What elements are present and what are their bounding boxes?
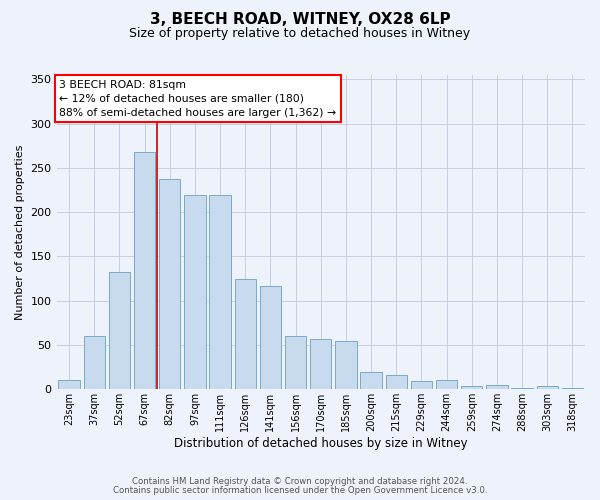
Bar [260, 286, 281, 390]
Bar [184, 194, 206, 390]
Bar [562, 388, 583, 390]
Text: 3, BEECH ROAD, WITNEY, OX28 6LP: 3, BEECH ROAD, WITNEY, OX28 6LP [149, 12, 451, 28]
Bar [209, 194, 231, 390]
Bar [134, 152, 155, 390]
Bar [461, 386, 482, 390]
Bar [58, 380, 80, 390]
Bar [436, 380, 457, 390]
Bar [159, 180, 181, 390]
Bar [335, 342, 356, 390]
Y-axis label: Number of detached properties: Number of detached properties [15, 144, 25, 320]
Bar [285, 336, 307, 390]
X-axis label: Distribution of detached houses by size in Witney: Distribution of detached houses by size … [174, 437, 467, 450]
Text: 3 BEECH ROAD: 81sqm
← 12% of detached houses are smaller (180)
88% of semi-detac: 3 BEECH ROAD: 81sqm ← 12% of detached ho… [59, 80, 337, 118]
Bar [361, 372, 382, 390]
Bar [411, 382, 432, 390]
Bar [235, 278, 256, 390]
Text: Contains HM Land Registry data © Crown copyright and database right 2024.: Contains HM Land Registry data © Crown c… [132, 477, 468, 486]
Bar [310, 339, 331, 390]
Text: Contains public sector information licensed under the Open Government Licence v3: Contains public sector information licen… [113, 486, 487, 495]
Text: Size of property relative to detached houses in Witney: Size of property relative to detached ho… [130, 28, 470, 40]
Bar [511, 388, 533, 390]
Bar [536, 386, 558, 390]
Bar [486, 385, 508, 390]
Bar [109, 272, 130, 390]
Bar [386, 375, 407, 390]
Bar [83, 336, 105, 390]
